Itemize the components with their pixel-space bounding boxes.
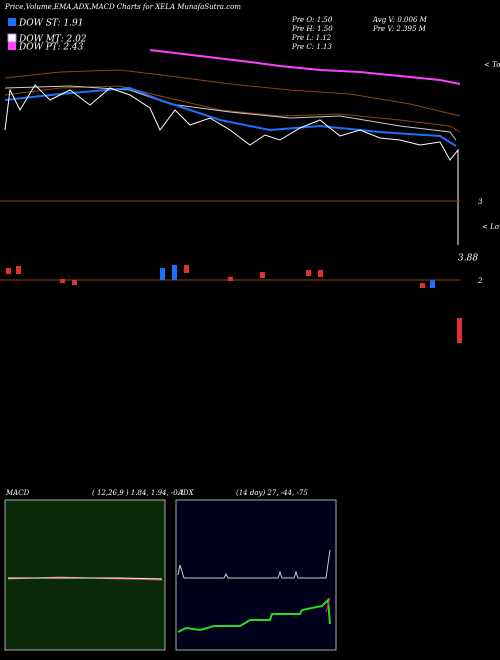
- side-label: < Lows: [482, 223, 500, 231]
- side-label: 3: [478, 198, 483, 206]
- legend-swatch: [8, 42, 16, 50]
- di-minus-line: [325, 597, 331, 613]
- stat: Pre H: 1.50: [291, 25, 333, 33]
- panel-params: (14 day) 27, -44, -75: [236, 489, 308, 497]
- stat: Pre V: 2.395 M: [372, 25, 427, 33]
- adx-line: [177, 549, 331, 579]
- legend-swatch: [7, 33, 17, 43]
- adx-panel: [175, 499, 337, 651]
- panel-label: MACD: [5, 489, 30, 497]
- stat: Pre L: 1.12: [291, 34, 332, 42]
- legend-entry: DOW PT: 2.43: [18, 43, 84, 53]
- macd-panel: [4, 499, 166, 651]
- price-lines: [0, 49, 461, 281]
- legend-entry: DOW MT: 2.02: [18, 35, 87, 45]
- side-label: < Tops: [484, 61, 500, 69]
- stat: Avg V: 0.006 M: [372, 16, 428, 24]
- title: Price,Volume,EMA,ADX,MACD Charts for XEL…: [4, 3, 241, 11]
- panel-label: ADX: [177, 489, 195, 497]
- stat: Pre O: 1.50: [291, 16, 333, 24]
- side-label: 2: [477, 277, 483, 285]
- di-line: [177, 597, 331, 633]
- panel-params: ( 12,26,9 ) 1.84, 1.94, -0.1: [92, 489, 184, 497]
- stat: Pre C: 1.13: [291, 43, 332, 51]
- volume-bars: [6, 265, 462, 343]
- last-price: 3.88: [458, 254, 478, 264]
- legend-swatch: [8, 18, 16, 26]
- legend-entry: DOW ST: 1.91: [18, 19, 84, 29]
- signal-line: [8, 577, 163, 580]
